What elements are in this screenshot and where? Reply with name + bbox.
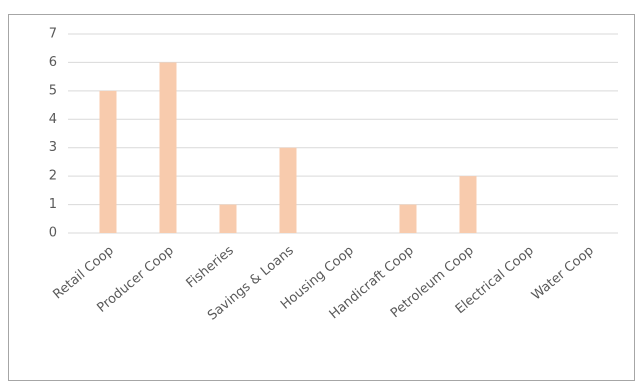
y-tick-label: 7: [49, 27, 57, 42]
y-tick-label: 0: [49, 226, 57, 241]
bar: [399, 204, 417, 233]
bar: [99, 90, 117, 233]
y-tick-label: 4: [49, 112, 57, 127]
y-tick-label: 2: [49, 169, 57, 184]
y-tick-label: 6: [49, 55, 57, 70]
bar: [219, 204, 237, 233]
y-tick-label: 1: [49, 197, 57, 212]
y-tick-label: 3: [49, 140, 57, 155]
y-tick-label: 5: [49, 83, 57, 98]
bar: [159, 62, 177, 233]
bar: [459, 176, 477, 233]
bar: [279, 147, 297, 233]
